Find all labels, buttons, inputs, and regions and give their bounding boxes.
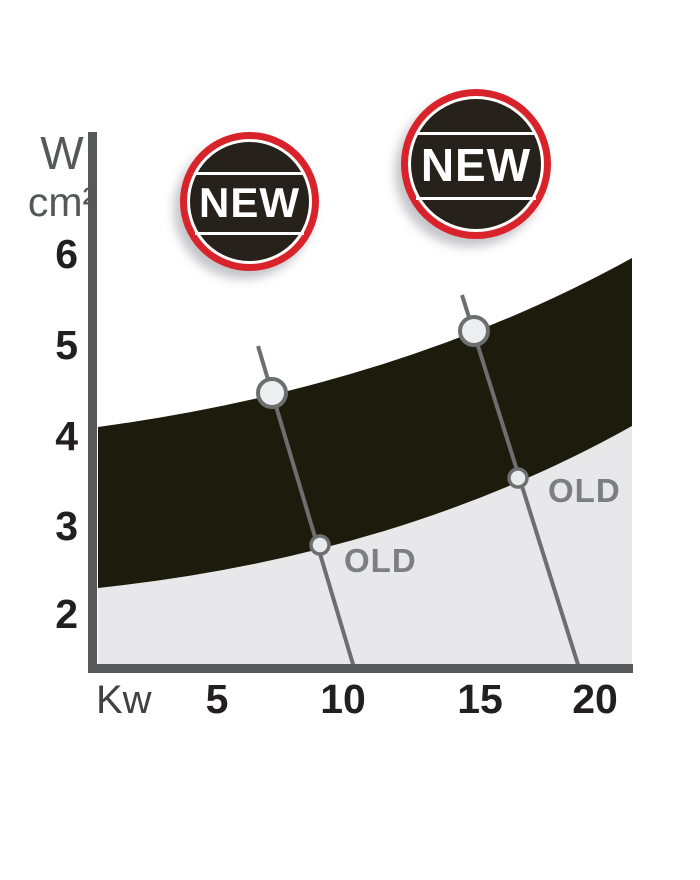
- new-badge-left-disc: NEW: [190, 142, 309, 261]
- old-marker-point-right: [507, 467, 529, 489]
- new-badge-right-disc: NEW: [411, 99, 541, 229]
- y-tick-5: 5: [55, 322, 78, 368]
- y-axis-line: [88, 132, 97, 673]
- x-tick-5: 5: [205, 676, 229, 722]
- badge-rule-bottom: [194, 231, 305, 235]
- y-tick-4: 4: [55, 413, 78, 459]
- y-tick-2: 2: [55, 591, 78, 637]
- x-tick-15: 15: [457, 676, 503, 722]
- new-badge-right: NEW: [401, 89, 551, 239]
- old-band-area: [98, 426, 632, 664]
- x-axis-unit-kw: Kw: [96, 678, 152, 722]
- new-badge-left-label: NEW: [199, 178, 300, 226]
- y-axis-unit-cm2: cm²: [27, 179, 97, 225]
- y-tick-3: 3: [55, 503, 78, 549]
- old-series-label-right: OLD: [548, 472, 621, 509]
- y-tick-6: 6: [55, 231, 78, 277]
- badge-rule-top: [194, 171, 305, 175]
- y-axis-unit-watts: W: [40, 127, 84, 179]
- badge-rule-bottom: [416, 197, 536, 201]
- old-marker-point-left: [309, 534, 331, 556]
- new-badge-right-label: NEW: [420, 139, 532, 191]
- old-series-label-left: OLD: [344, 542, 417, 579]
- x-axis-line: [88, 664, 633, 673]
- new-band-area: [98, 258, 632, 588]
- x-tick-10: 10: [320, 676, 366, 722]
- new-marker-point-right: [458, 315, 490, 347]
- new-badge-left: NEW: [180, 132, 319, 271]
- x-tick-20: 20: [572, 676, 618, 722]
- badge-rule-top: [416, 131, 536, 135]
- new-marker-point-left: [256, 377, 288, 409]
